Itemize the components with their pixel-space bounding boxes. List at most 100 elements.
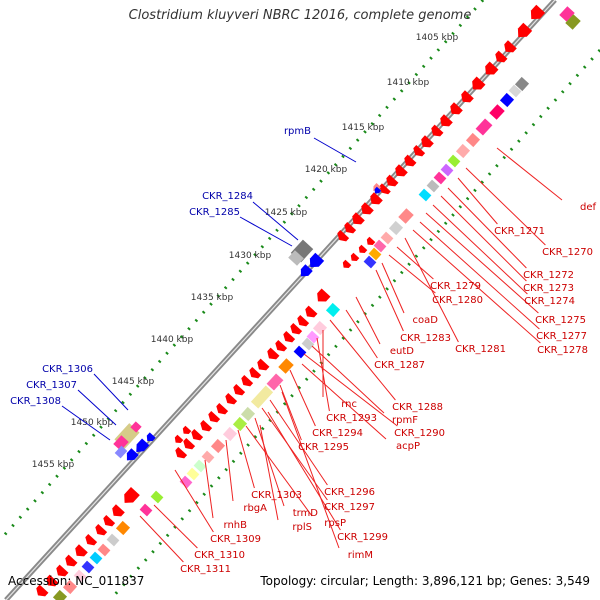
forward-gene-arrow xyxy=(352,212,365,225)
forward-gene-label[interactable]: CKR_1293 xyxy=(326,413,377,424)
forward-gene-label[interactable]: CKR_1294 xyxy=(312,428,363,439)
forward-gene-label[interactable]: CKR_1271 xyxy=(494,226,545,237)
reverse-gene-arrow xyxy=(300,264,313,277)
pseudo-gene-box xyxy=(288,250,304,266)
forward-gene-arrow xyxy=(485,61,499,75)
forward-gene-arrow xyxy=(305,305,318,318)
forward-gene-label[interactable]: rnc xyxy=(341,399,357,410)
annotation-box xyxy=(232,416,248,432)
forward-gene-arrow xyxy=(344,221,357,234)
leader-line xyxy=(440,195,527,282)
reverse-gene-label[interactable]: CKR_1307 xyxy=(26,380,77,391)
forward-gene-label[interactable]: CKR_1277 xyxy=(536,331,587,342)
forward-gene-arrow xyxy=(95,523,108,536)
reverse-gene-label[interactable]: CKR_1306 xyxy=(42,364,93,375)
forward-gene-arrow xyxy=(386,174,399,187)
annotation-box xyxy=(139,503,153,517)
leader-line xyxy=(301,363,387,440)
annotation-box xyxy=(433,171,447,185)
leader-line xyxy=(412,229,541,344)
leader-line xyxy=(432,204,528,295)
leader-line xyxy=(381,262,405,314)
forward-gene-label[interactable]: CKR_1280 xyxy=(432,295,483,306)
forward-gene-label[interactable]: rpmF xyxy=(392,415,418,426)
annotation-box xyxy=(398,208,414,224)
forward-gene-label[interactable]: def xyxy=(580,202,597,213)
forward-gene-label[interactable]: CKR_1287 xyxy=(374,360,425,371)
reverse-gene-label[interactable]: rpmB xyxy=(284,126,311,137)
forward-gene-arrow xyxy=(421,135,434,148)
reverse-gene-arrow xyxy=(126,448,139,461)
forward-gene-label[interactable]: rbgA xyxy=(243,503,267,514)
forward-gene-label[interactable]: rimM xyxy=(348,550,373,561)
forward-gene-label[interactable]: CKR_1278 xyxy=(537,345,588,356)
annotation-box xyxy=(368,247,382,261)
leader-line xyxy=(61,405,111,441)
leader-line xyxy=(447,187,527,269)
forward-gene-label[interactable]: rpsP xyxy=(324,518,346,529)
annotation-box xyxy=(373,239,387,253)
annotation-box xyxy=(210,438,226,454)
forward-gene-arrow xyxy=(75,544,88,557)
forward-gene-label[interactable]: CKR_1283 xyxy=(400,333,451,344)
tick-label: 1440 kbp xyxy=(151,335,194,345)
forward-gene-label[interactable]: CKR_1279 xyxy=(430,281,481,292)
forward-gene-label[interactable]: CKR_1273 xyxy=(523,283,574,294)
forward-gene-arrow xyxy=(431,124,444,137)
forward-gene-label[interactable]: CKR_1299 xyxy=(337,532,388,543)
reverse-gene-arrow xyxy=(309,252,325,268)
forward-gene-chevron xyxy=(342,259,352,268)
forward-gene-chevron xyxy=(358,244,368,253)
forward-gene-label[interactable]: CKR_1295 xyxy=(298,442,349,453)
leader-line xyxy=(355,296,381,345)
forward-gene-label[interactable]: acpP xyxy=(396,441,420,452)
forward-gene-arrow xyxy=(517,22,533,38)
forward-gene-arrow xyxy=(440,114,453,127)
annotation-box xyxy=(475,118,493,136)
forward-gene-label[interactable]: CKR_1290 xyxy=(394,428,445,439)
forward-gene-arrow xyxy=(175,446,188,459)
forward-gene-chevron xyxy=(350,252,360,261)
forward-gene-label[interactable]: CKR_1303 xyxy=(251,490,302,501)
tick-label: 1445 kbp xyxy=(112,377,155,387)
forward-gene-label[interactable]: CKR_1311 xyxy=(180,564,231,575)
leader-line xyxy=(457,177,498,225)
forward-gene-label[interactable]: CKR_1296 xyxy=(324,487,375,498)
annotation-box xyxy=(465,132,481,148)
reverse-gene-label[interactable]: CKR_1308 xyxy=(10,396,61,407)
forward-gene-arrow xyxy=(85,533,98,546)
map-title: Clostridium kluyveri NBRC 12016, complet… xyxy=(128,8,472,23)
forward-gene-label[interactable]: CKR_1288 xyxy=(392,402,443,413)
forward-gene-label[interactable]: CKR_1297 xyxy=(324,502,375,513)
forward-gene-chevron xyxy=(182,425,192,434)
forward-gene-label[interactable]: CKR_1310 xyxy=(194,550,245,561)
gene-labels: rpmB CKR_1284 CKR_1285 CKR_1306 CKR_1307 CKR_… xyxy=(10,126,596,575)
leader-line xyxy=(204,459,214,519)
forward-gene-arrow xyxy=(290,322,303,335)
forward-gene-label[interactable]: rplS xyxy=(292,522,312,533)
forward-gene-label[interactable]: CKR_1281 xyxy=(455,344,506,355)
forward-gene-label[interactable]: CKR_1309 xyxy=(210,534,261,545)
annotation-box xyxy=(240,406,256,422)
reverse-gene-label[interactable]: CKR_1284 xyxy=(202,191,253,202)
leader-line xyxy=(174,469,214,533)
forward-gene-label[interactable]: coaD xyxy=(413,315,439,326)
annotation-box xyxy=(508,84,522,98)
forward-gene-label[interactable]: CKR_1270 xyxy=(542,247,593,258)
forward-gene-label[interactable]: rnhB xyxy=(224,520,248,531)
forward-gene-label[interactable]: CKR_1274 xyxy=(524,296,575,307)
reverse-gene-label[interactable]: CKR_1285 xyxy=(189,207,240,218)
forward-gene-label[interactable]: CKR_1272 xyxy=(523,270,574,281)
annotation-box xyxy=(81,560,95,574)
forward-gene-label[interactable]: CKR_1275 xyxy=(535,315,586,326)
forward-gene-label[interactable]: eutD xyxy=(390,346,414,357)
forward-gene-label[interactable]: trmD xyxy=(293,508,319,519)
leader-line xyxy=(279,384,302,441)
annotation-box xyxy=(325,302,341,318)
annotation-box xyxy=(312,320,328,336)
annotation-box xyxy=(115,520,131,536)
leader-line xyxy=(289,369,316,427)
forward-gene-arrow xyxy=(36,584,49,597)
leader-line xyxy=(245,425,313,517)
annotation-box xyxy=(106,533,120,547)
